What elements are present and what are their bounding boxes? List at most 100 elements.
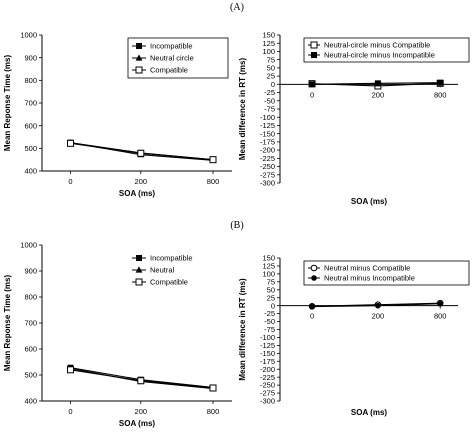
chart-4: 1501251007550250-25-50-75-100-125-150-17… [238,254,470,417]
data-point [209,384,217,392]
y-tick-label: -225 [260,373,275,382]
legend-label: Neutral-circle minus Incompatible [324,51,435,60]
x-axis-title: SOA (ms) [119,419,155,428]
legend-marker [135,66,143,74]
legend-label: Incompatible [150,42,193,51]
y-tick-label: 25 [267,293,275,302]
y-tick-label: -150 [260,349,275,358]
y-tick-label: -25 [264,88,275,97]
x-axis-title: SOA (ms) [351,408,387,417]
x-tick-label: 200 [372,312,385,321]
x-axis-title: SOA (ms) [119,189,155,198]
x-tick-label: 0 [310,90,314,99]
data-point [437,79,444,86]
y-tick-label: 500 [24,371,37,380]
panel-label-b: (B) [230,220,243,231]
y-tick-label: -100 [260,113,275,122]
legend-label: Neutral minus Incompatible [324,274,415,283]
y-tick-label: -275 [260,389,275,398]
x-tick-label: 0 [310,312,314,321]
legend-label: Compatible [150,278,188,287]
y-tick-label: -75 [264,325,275,334]
x-tick-label: 800 [207,407,220,416]
y-axis-title: Mean Reponse Time (ms) [3,275,12,372]
legend-label: Incompatible [150,254,193,263]
legend-marker [311,275,317,281]
legend: Incompatible Neutral circle Compatible [127,37,229,79]
y-tick-label: 100 [262,269,275,278]
data-point [437,300,444,307]
y-tick-label: 800 [24,293,37,302]
legend-marker [310,264,318,272]
legend-label: Compatible [150,66,188,75]
panel-label-a: (A) [230,2,244,13]
y-tick-label: 125 [262,262,275,271]
y-tick-label: -100 [260,333,275,342]
legend-marker [135,54,143,61]
y-tick-label: 75 [267,55,275,64]
y-tick-label: 1000 [20,31,37,40]
y-tick-label: -150 [260,129,275,138]
y-tick-label: -225 [260,154,275,163]
legend-box [303,37,470,63]
y-tick-label: 800 [24,76,37,85]
y-tick-label: 150 [262,254,275,263]
y-tick-label: -50 [264,317,275,326]
y-tick-label: -25 [264,309,275,318]
x-tick-label: 800 [207,177,220,186]
x-tick-label: 200 [135,177,148,186]
y-tick-label: -300 [260,179,275,188]
y-axis-title: Mean difference in RT (ms) [238,58,247,161]
y-tick-label: 0 [271,80,275,89]
data-point [309,303,315,310]
legend: Incompatible Neutral Compatible [132,254,193,287]
data-point [67,139,74,147]
x-tick-label: 200 [135,407,148,416]
y-tick-label: 400 [24,167,37,176]
y-tick-label: 900 [24,53,37,62]
series-3 [67,366,217,392]
series-2 [309,79,444,88]
data-point [209,156,217,164]
legend-label: Neutral circle [150,54,194,63]
legend: Neutral-circle minus CompatibleNeutral-c… [303,37,470,63]
chart-1: 400 500 600 700 800 900 1000 0 200 800 SOA (ms) Mea… [3,31,232,198]
y-tick-label: 600 [24,121,37,130]
y-tick-label: 150 [262,31,275,40]
data-point [137,149,145,157]
y-tick-label: 400 [24,397,37,406]
y-tick-label: 100 [262,47,275,56]
y-tick-label: -125 [260,341,275,350]
x-tick-label: 800 [434,90,447,99]
legend-box [303,260,470,286]
y-tick-label: 25 [267,72,275,81]
y-tick-label: 500 [24,144,37,153]
data-point [374,80,381,87]
chart-2: 1501251007550250-25-50-75-100-125-150-17… [238,31,470,206]
y-tick-label: 700 [24,319,37,328]
data-point [309,81,316,88]
y-tick-label: -250 [260,381,275,390]
legend-marker [135,278,143,286]
y-tick-label: -200 [260,146,275,155]
legend-marker [311,52,317,58]
y-tick-label: -250 [260,162,275,171]
y-tick-label: -125 [260,121,275,130]
y-tick-label: 900 [24,267,37,276]
data-point [375,302,381,309]
series-2 [309,300,444,310]
y-tick-label: -175 [260,137,275,146]
x-tick-label: 0 [68,407,72,416]
y-tick-label: -175 [260,357,275,366]
chart-3: 400 500 600 700 800 900 1000 0 200 800 SOA (ms) Mea… [3,241,232,428]
y-tick-label: -275 [260,170,275,179]
legend-marker [135,266,143,273]
y-tick-label: 600 [24,345,37,354]
legend-label: Neutral-circle minus Compatible [324,41,430,50]
y-tick-label: 700 [24,99,37,108]
legend-marker [136,255,142,261]
x-tick-label: 0 [68,177,72,186]
legend-label: Neutral minus Compatible [324,264,410,273]
